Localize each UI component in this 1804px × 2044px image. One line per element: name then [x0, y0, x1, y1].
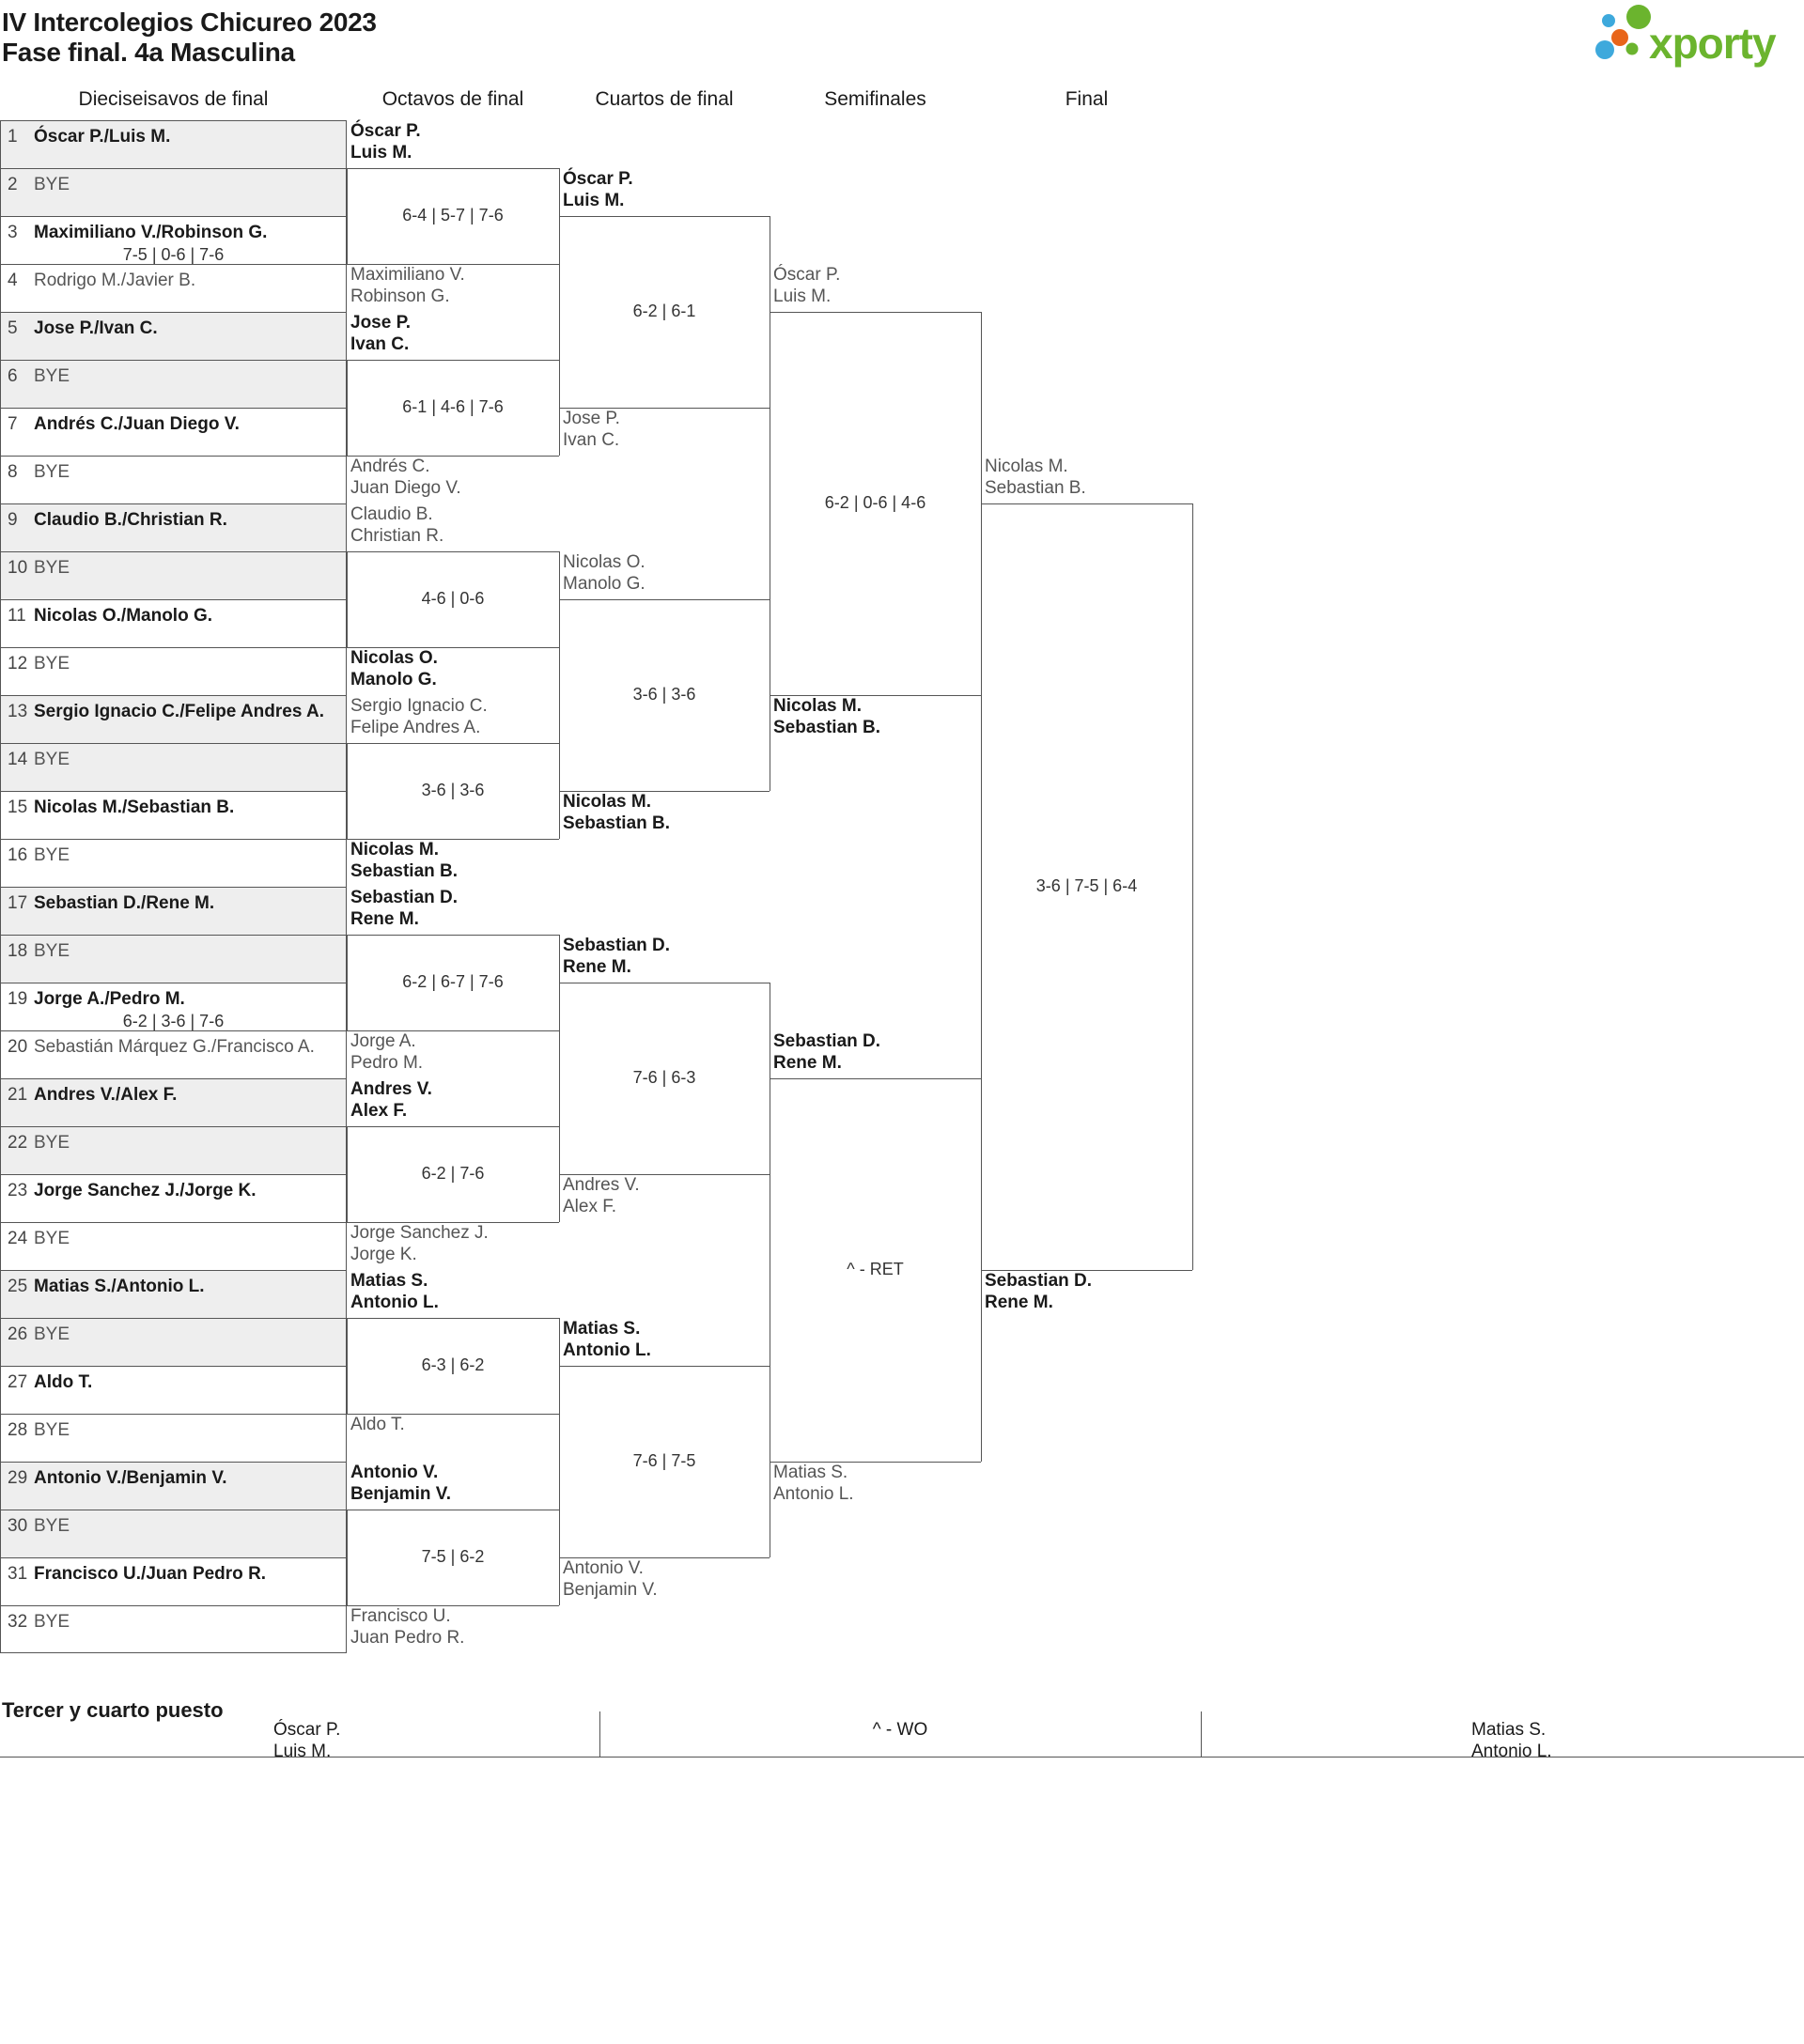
svg-text:xporty: xporty	[1649, 19, 1777, 68]
